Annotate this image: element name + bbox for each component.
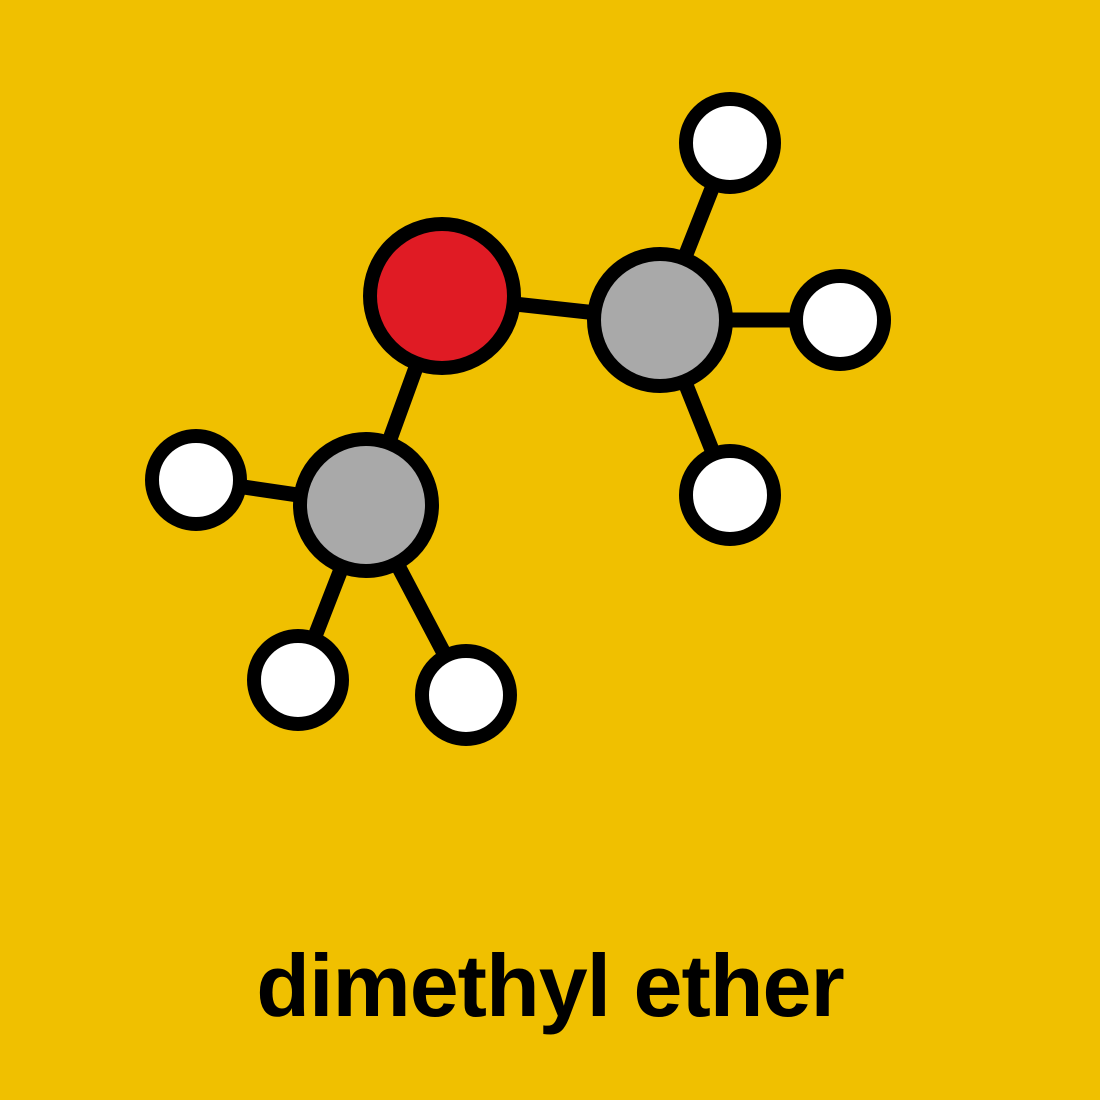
- atom-c: [594, 254, 726, 386]
- atom-h: [152, 436, 240, 524]
- atom-h: [796, 276, 884, 364]
- caption-label: dimethyl ether: [0, 935, 1100, 1037]
- atom-h: [254, 636, 342, 724]
- atom-h: [422, 651, 510, 739]
- atom-c: [300, 439, 432, 571]
- atom-o: [370, 224, 514, 368]
- atom-h: [686, 451, 774, 539]
- atom-h: [686, 99, 774, 187]
- diagram-canvas: dimethyl ether: [0, 0, 1100, 1100]
